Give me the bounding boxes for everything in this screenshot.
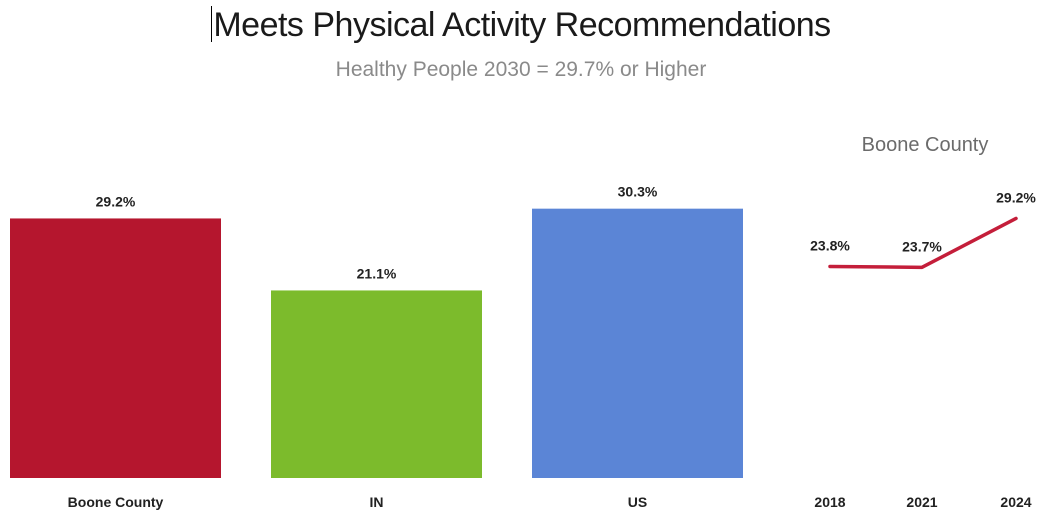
trend-data-label-2021: 23.7%: [902, 238, 942, 254]
bar-data-label-us: 30.3%: [618, 184, 658, 200]
text-cursor: [211, 6, 213, 42]
bar-data-label-in: 21.1%: [357, 265, 397, 281]
trend-chart-title: Boone County: [861, 134, 989, 156]
bar-us: [532, 208, 743, 478]
trend-data-label-2024: 29.2%: [996, 189, 1036, 205]
bar-boone-county: [10, 218, 221, 478]
trend-x-label-2021: 2021: [906, 494, 937, 510]
bar-category-label-in: IN: [370, 494, 384, 510]
bar-category-label-boone-county: Boone County: [68, 494, 164, 510]
bar-category-label-us: US: [628, 494, 647, 510]
trend-line-chart: 23.8% 2018 23.7% 2021 29.2% 2024: [810, 189, 1036, 510]
chart-title: Meets Physical Activity Recommendations: [0, 6, 1042, 45]
trend-x-label-2024: 2024: [1000, 494, 1031, 510]
trend-data-label-2018: 23.8%: [810, 237, 850, 253]
chart-title-text: Meets Physical Activity Recommendations: [213, 6, 831, 44]
trend-x-label-2018: 2018: [814, 494, 845, 510]
bar-data-label-boone-county: 29.2%: [96, 193, 136, 209]
trend-series-line: [828, 216, 1018, 270]
chart-subtitle: Healthy People 2030 = 29.7% or Higher: [335, 58, 707, 81]
bar-in: [271, 290, 482, 478]
bar-chart: 29.2% Boone County 21.1% IN 30.3% US: [10, 184, 743, 510]
